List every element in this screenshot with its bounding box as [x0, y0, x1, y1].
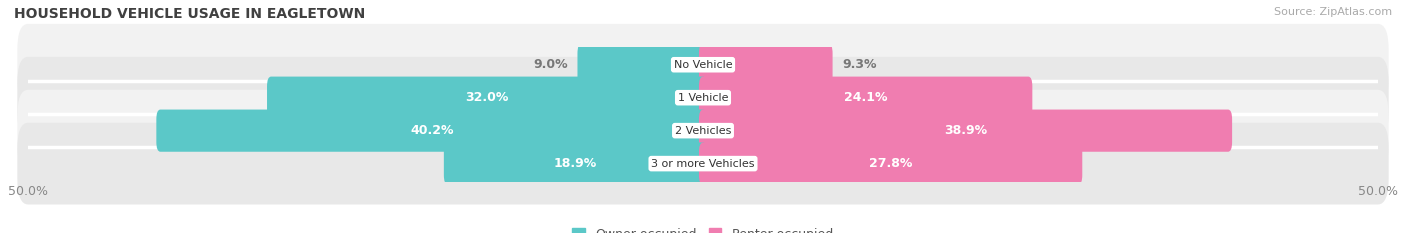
Text: 27.8%: 27.8%	[869, 157, 912, 170]
FancyBboxPatch shape	[17, 57, 1389, 139]
Text: 38.9%: 38.9%	[943, 124, 987, 137]
Text: Source: ZipAtlas.com: Source: ZipAtlas.com	[1274, 7, 1392, 17]
FancyBboxPatch shape	[444, 143, 707, 185]
Text: 3 or more Vehicles: 3 or more Vehicles	[651, 159, 755, 169]
FancyBboxPatch shape	[156, 110, 707, 152]
FancyBboxPatch shape	[578, 44, 707, 86]
Text: No Vehicle: No Vehicle	[673, 60, 733, 70]
FancyBboxPatch shape	[699, 44, 832, 86]
Text: 18.9%: 18.9%	[554, 157, 598, 170]
FancyBboxPatch shape	[699, 143, 1083, 185]
FancyBboxPatch shape	[17, 123, 1389, 205]
Text: 1 Vehicle: 1 Vehicle	[678, 93, 728, 103]
Text: 24.1%: 24.1%	[844, 91, 887, 104]
FancyBboxPatch shape	[17, 24, 1389, 106]
Text: 9.0%: 9.0%	[533, 58, 568, 71]
FancyBboxPatch shape	[699, 110, 1232, 152]
FancyBboxPatch shape	[267, 77, 707, 119]
Text: 40.2%: 40.2%	[411, 124, 454, 137]
Text: 32.0%: 32.0%	[465, 91, 509, 104]
FancyBboxPatch shape	[699, 77, 1032, 119]
Text: 9.3%: 9.3%	[842, 58, 876, 71]
FancyBboxPatch shape	[17, 90, 1389, 171]
Text: 2 Vehicles: 2 Vehicles	[675, 126, 731, 136]
Text: HOUSEHOLD VEHICLE USAGE IN EAGLETOWN: HOUSEHOLD VEHICLE USAGE IN EAGLETOWN	[14, 7, 366, 21]
Legend: Owner-occupied, Renter-occupied: Owner-occupied, Renter-occupied	[568, 223, 838, 233]
